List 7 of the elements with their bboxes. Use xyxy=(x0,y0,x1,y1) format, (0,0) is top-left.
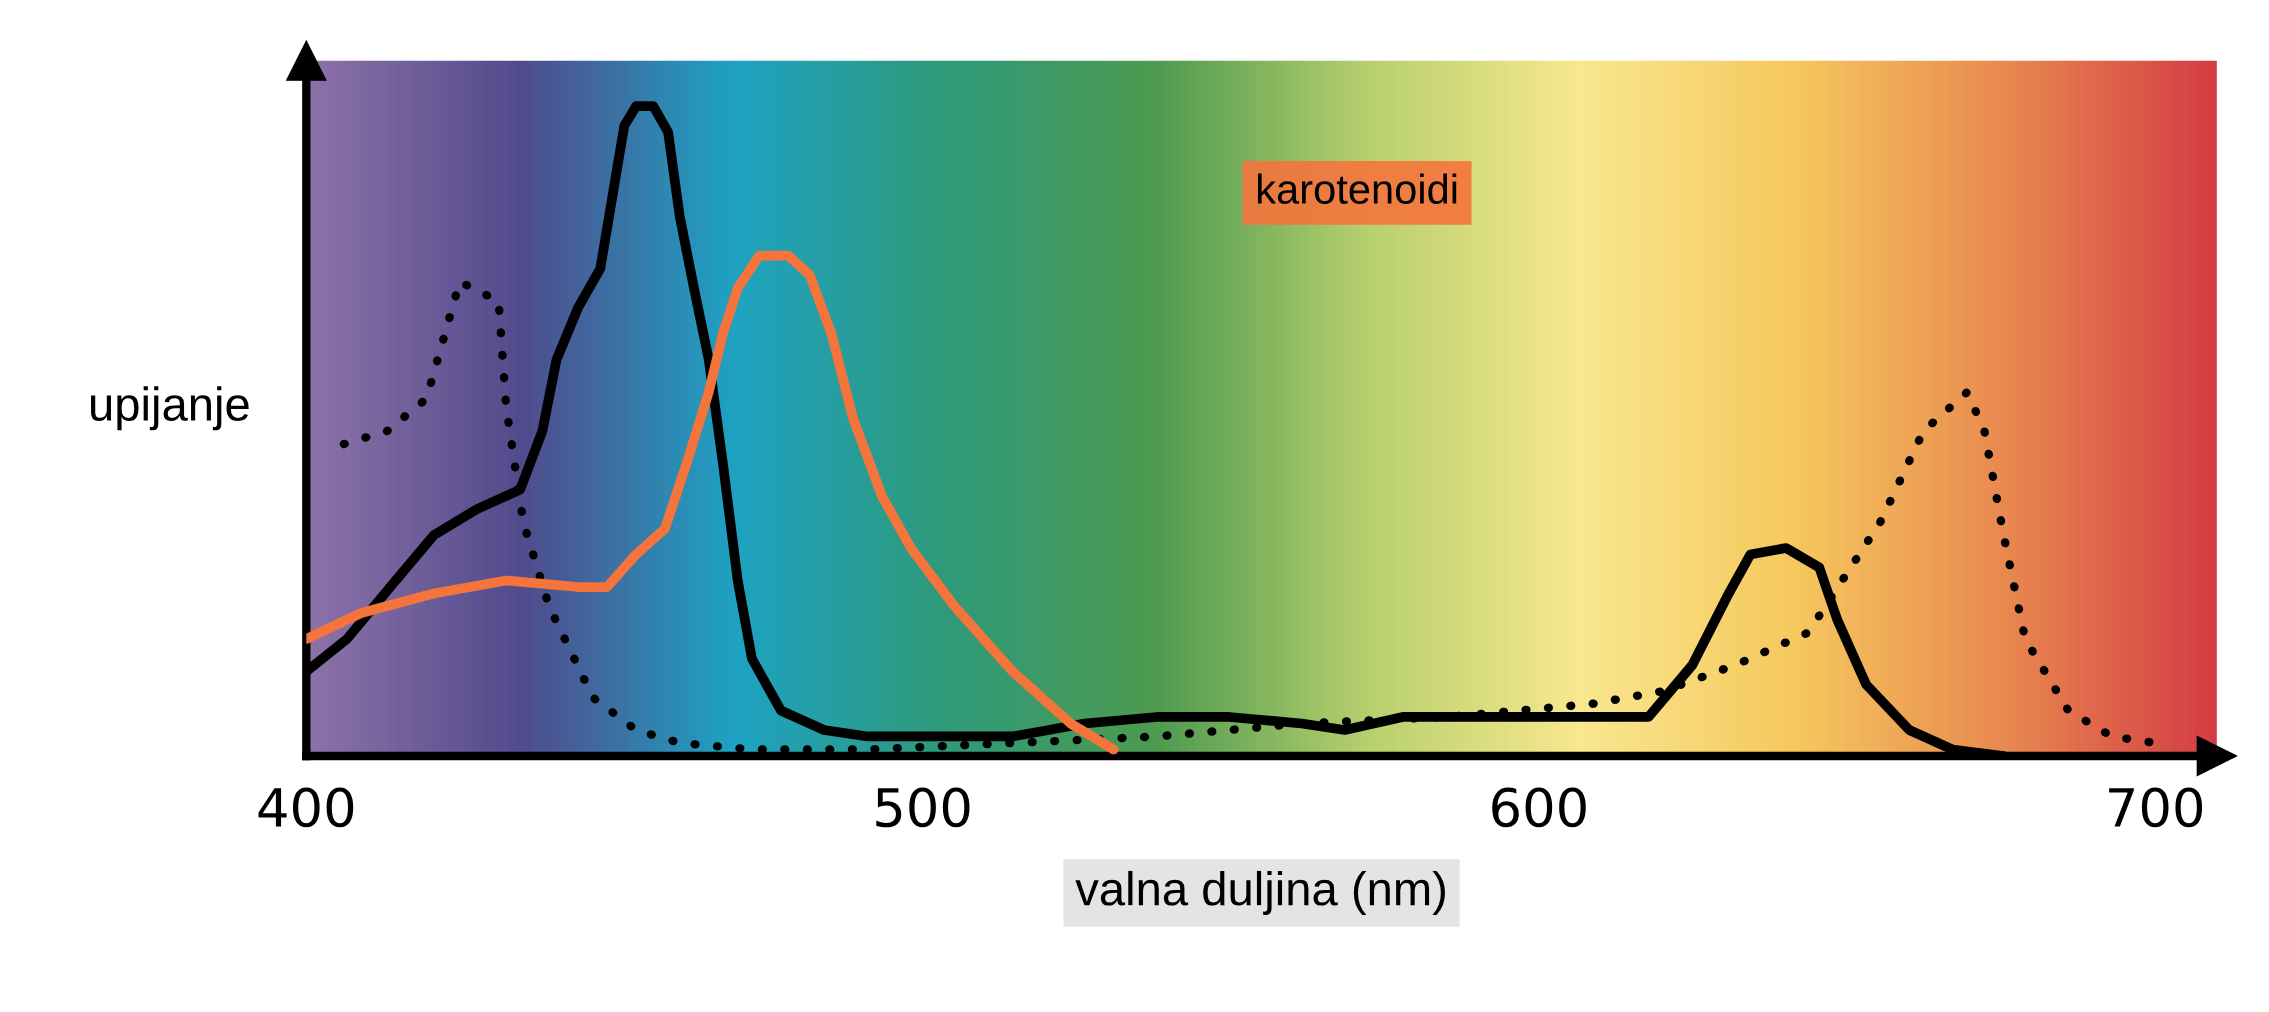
x-tick-label: 500 xyxy=(876,787,970,828)
x-tick-label: 400 xyxy=(258,787,354,828)
text: karotenoidi xyxy=(1257,173,1457,204)
x-tick-label: 600 xyxy=(1492,787,1586,828)
y-axis-title: upijanje xyxy=(91,386,249,431)
x-tick-label: 700 xyxy=(2109,787,2203,828)
x-axis-title: valna duljina (nm) xyxy=(1075,870,1445,915)
